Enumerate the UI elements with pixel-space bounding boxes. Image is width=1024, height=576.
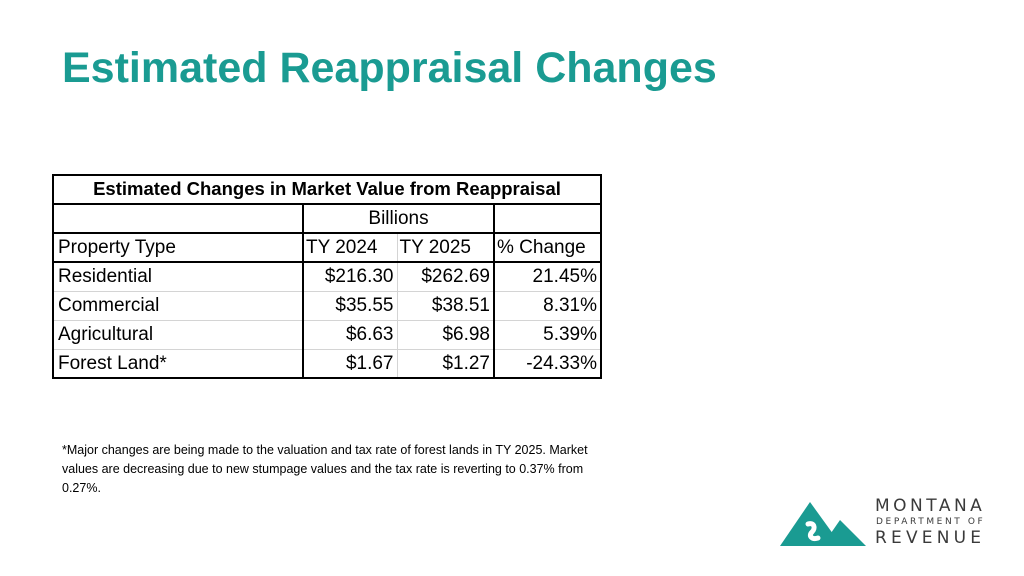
row-ty2024: $6.63 — [302, 319, 398, 350]
header-ty2025: TY 2025 — [396, 232, 495, 263]
slide-title: Estimated Reappraisal Changes — [62, 44, 717, 92]
row-ty2024: $216.30 — [302, 261, 398, 292]
row-pct-change: 21.45% — [493, 261, 602, 292]
montana-dor-logo: MONTANA DEPARTMENT OF REVENUE — [778, 496, 998, 548]
table-row: Residential $216.30 $262.69 21.45% — [52, 261, 602, 292]
row-pct-change: -24.33% — [493, 348, 602, 379]
row-ty2025: $262.69 — [396, 261, 495, 292]
row-ty2025: $6.98 — [396, 319, 495, 350]
market-value-table: Estimated Changes in Market Value from R… — [52, 174, 602, 379]
table-caption: Estimated Changes in Market Value from R… — [52, 174, 602, 205]
row-property-type: Commercial — [52, 290, 304, 321]
header-pct-change: % Change — [493, 232, 602, 263]
row-pct-change: 8.31% — [493, 290, 602, 321]
unit-blank-cell — [52, 203, 304, 234]
logo-line-1: MONTANA — [875, 496, 986, 516]
table-row: Commercial $35.55 $38.51 8.31% — [52, 290, 602, 321]
table-header-row: Property Type TY 2024 TY 2025 % Change — [52, 232, 602, 263]
logo-line-2: DEPARTMENT OF — [876, 517, 986, 527]
row-property-type: Forest Land* — [52, 348, 304, 379]
row-property-type: Residential — [52, 261, 304, 292]
table-row: Forest Land* $1.67 $1.27 -24.33% — [52, 348, 602, 379]
mountain-logo-icon — [780, 502, 866, 546]
header-property-type: Property Type — [52, 232, 304, 263]
row-pct-change: 5.39% — [493, 319, 602, 350]
logo-line-3: REVENUE — [875, 528, 986, 548]
row-ty2025: $1.27 — [396, 348, 495, 379]
unit-blank-cell — [493, 203, 602, 234]
row-ty2025: $38.51 — [396, 290, 495, 321]
footnote: *Major changes are being made to the val… — [62, 443, 588, 495]
table-row: Agricultural $6.63 $6.98 5.39% — [52, 319, 602, 350]
unit-label: Billions — [302, 203, 495, 234]
row-property-type: Agricultural — [52, 319, 304, 350]
table-caption-row: Estimated Changes in Market Value from R… — [52, 174, 602, 205]
row-ty2024: $1.67 — [302, 348, 398, 379]
header-ty2024: TY 2024 — [302, 232, 398, 263]
row-ty2024: $35.55 — [302, 290, 398, 321]
table-unit-row: Billions — [52, 203, 602, 234]
